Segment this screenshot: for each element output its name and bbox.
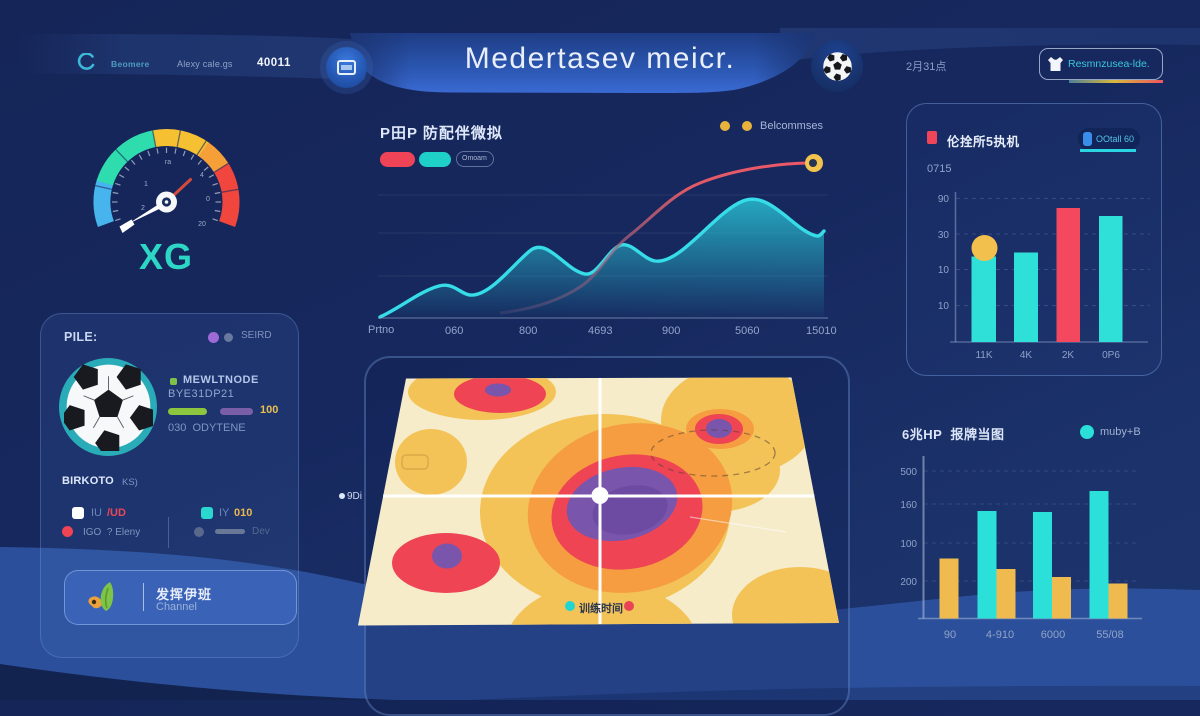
svg-text:10: 10 bbox=[938, 265, 950, 276]
svg-text:10: 10 bbox=[938, 301, 950, 312]
svg-text:200: 200 bbox=[900, 577, 917, 588]
svg-text:0: 0 bbox=[206, 196, 210, 203]
svg-text:2: 2 bbox=[141, 205, 145, 212]
svg-text:100: 100 bbox=[900, 539, 917, 550]
svg-text:2K: 2K bbox=[1062, 350, 1075, 361]
svg-text:4K: 4K bbox=[1020, 350, 1033, 361]
svg-text:11K: 11K bbox=[975, 350, 992, 361]
svg-text:20: 20 bbox=[198, 221, 206, 228]
svg-text:6000: 6000 bbox=[1041, 629, 1065, 641]
svg-text:0P6: 0P6 bbox=[1102, 350, 1120, 361]
svg-text:90: 90 bbox=[944, 629, 956, 641]
svg-text:4-910: 4-910 bbox=[986, 629, 1014, 641]
svg-text:160: 160 bbox=[900, 500, 917, 511]
svg-text:1: 1 bbox=[144, 181, 148, 188]
svg-text:ra: ra bbox=[165, 159, 171, 166]
svg-text:30: 30 bbox=[938, 230, 950, 241]
svg-text:55/08: 55/08 bbox=[1096, 629, 1124, 641]
svg-text:4: 4 bbox=[200, 172, 204, 179]
svg-text:500: 500 bbox=[900, 467, 917, 478]
svg-text:90: 90 bbox=[938, 194, 950, 205]
